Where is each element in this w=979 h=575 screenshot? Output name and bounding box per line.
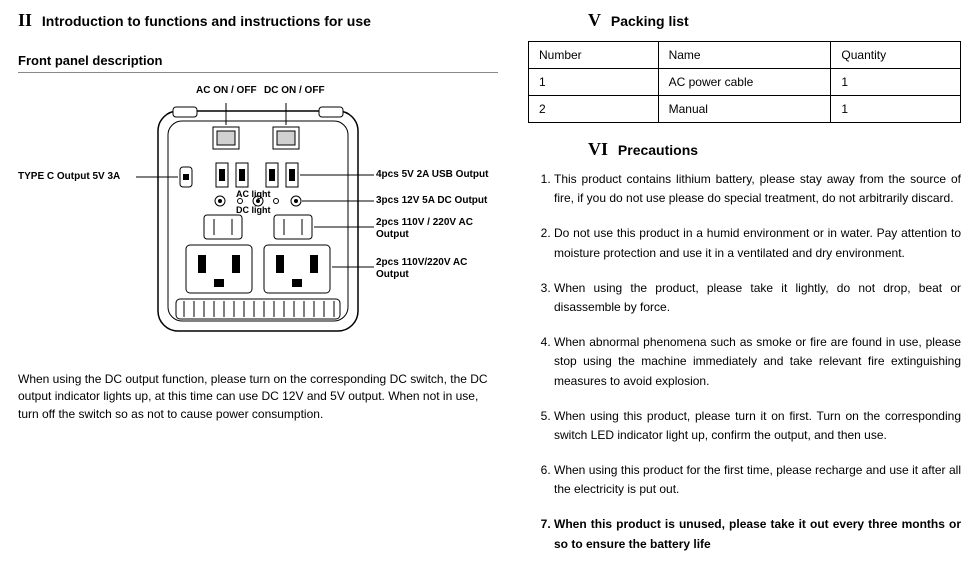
packing-list-text: Packing list [611,13,689,29]
table-row: 1 AC power cable 1 [529,69,961,96]
cell: 1 [831,96,961,123]
dc-output-description: When using the DC output function, pleas… [18,371,498,423]
section-ii-text: Introduction to functions and instructio… [42,13,371,29]
table-header-row: Number Name Quantity [529,42,961,69]
label-dc-light: DC light [236,205,271,216]
precaution-item: When using this product for the first ti… [554,461,961,499]
roman-v: V [588,10,601,30]
cell: 1 [831,69,961,96]
section-v-title: V Packing list [588,10,961,31]
section-vi-title: VI Precautions [588,139,961,160]
roman-ii: II [18,10,32,30]
col-name: Name [658,42,831,69]
cell: Manual [658,96,831,123]
precaution-item: When using this product, please turn it … [554,407,961,445]
precaution-item: When using the product, please take it l… [554,279,961,317]
front-panel-subtitle: Front panel description [18,53,498,68]
front-panel-diagram: AC ON / OFF DC ON / OFF TYPE C Output 5V… [18,81,478,351]
precautions-list: This product contains lithium battery, p… [528,170,961,554]
label-dc-onoff: DC ON / OFF [264,85,325,97]
label-ac-light: AC light [236,189,271,200]
roman-vi: VI [588,139,608,159]
right-column: V Packing list Number Name Quantity 1 AC… [528,10,961,565]
label-ac2a: 2pcs 110V / 220V AC Output [376,217,476,241]
col-number: Number [529,42,659,69]
col-qty: Quantity [831,42,961,69]
label-ac-onoff: AC ON / OFF [196,85,257,97]
left-column: II Introduction to functions and instruc… [18,10,498,565]
precaution-item: Do not use this product in a humid envir… [554,224,961,262]
label-dc3: 3pcs 12V 5A DC Output [376,195,487,207]
cell: 1 [529,69,659,96]
divider [18,72,498,73]
cell: AC power cable [658,69,831,96]
precautions-text: Precautions [618,142,698,158]
precaution-item: This product contains lithium battery, p… [554,170,961,208]
table-row: 2 Manual 1 [529,96,961,123]
cell: 2 [529,96,659,123]
label-ac2b: 2pcs 110V/220V AC Output [376,257,476,281]
label-typec: TYPE C Output 5V 3A [18,171,120,183]
label-usb4: 4pcs 5V 2A USB Output [376,169,488,181]
packing-list-table: Number Name Quantity 1 AC power cable 1 … [528,41,961,123]
section-ii-title: II Introduction to functions and instruc… [18,10,498,31]
precaution-item: When this product is unused, please take… [554,515,961,553]
precaution-item: When abnormal phenomena such as smoke or… [554,333,961,391]
